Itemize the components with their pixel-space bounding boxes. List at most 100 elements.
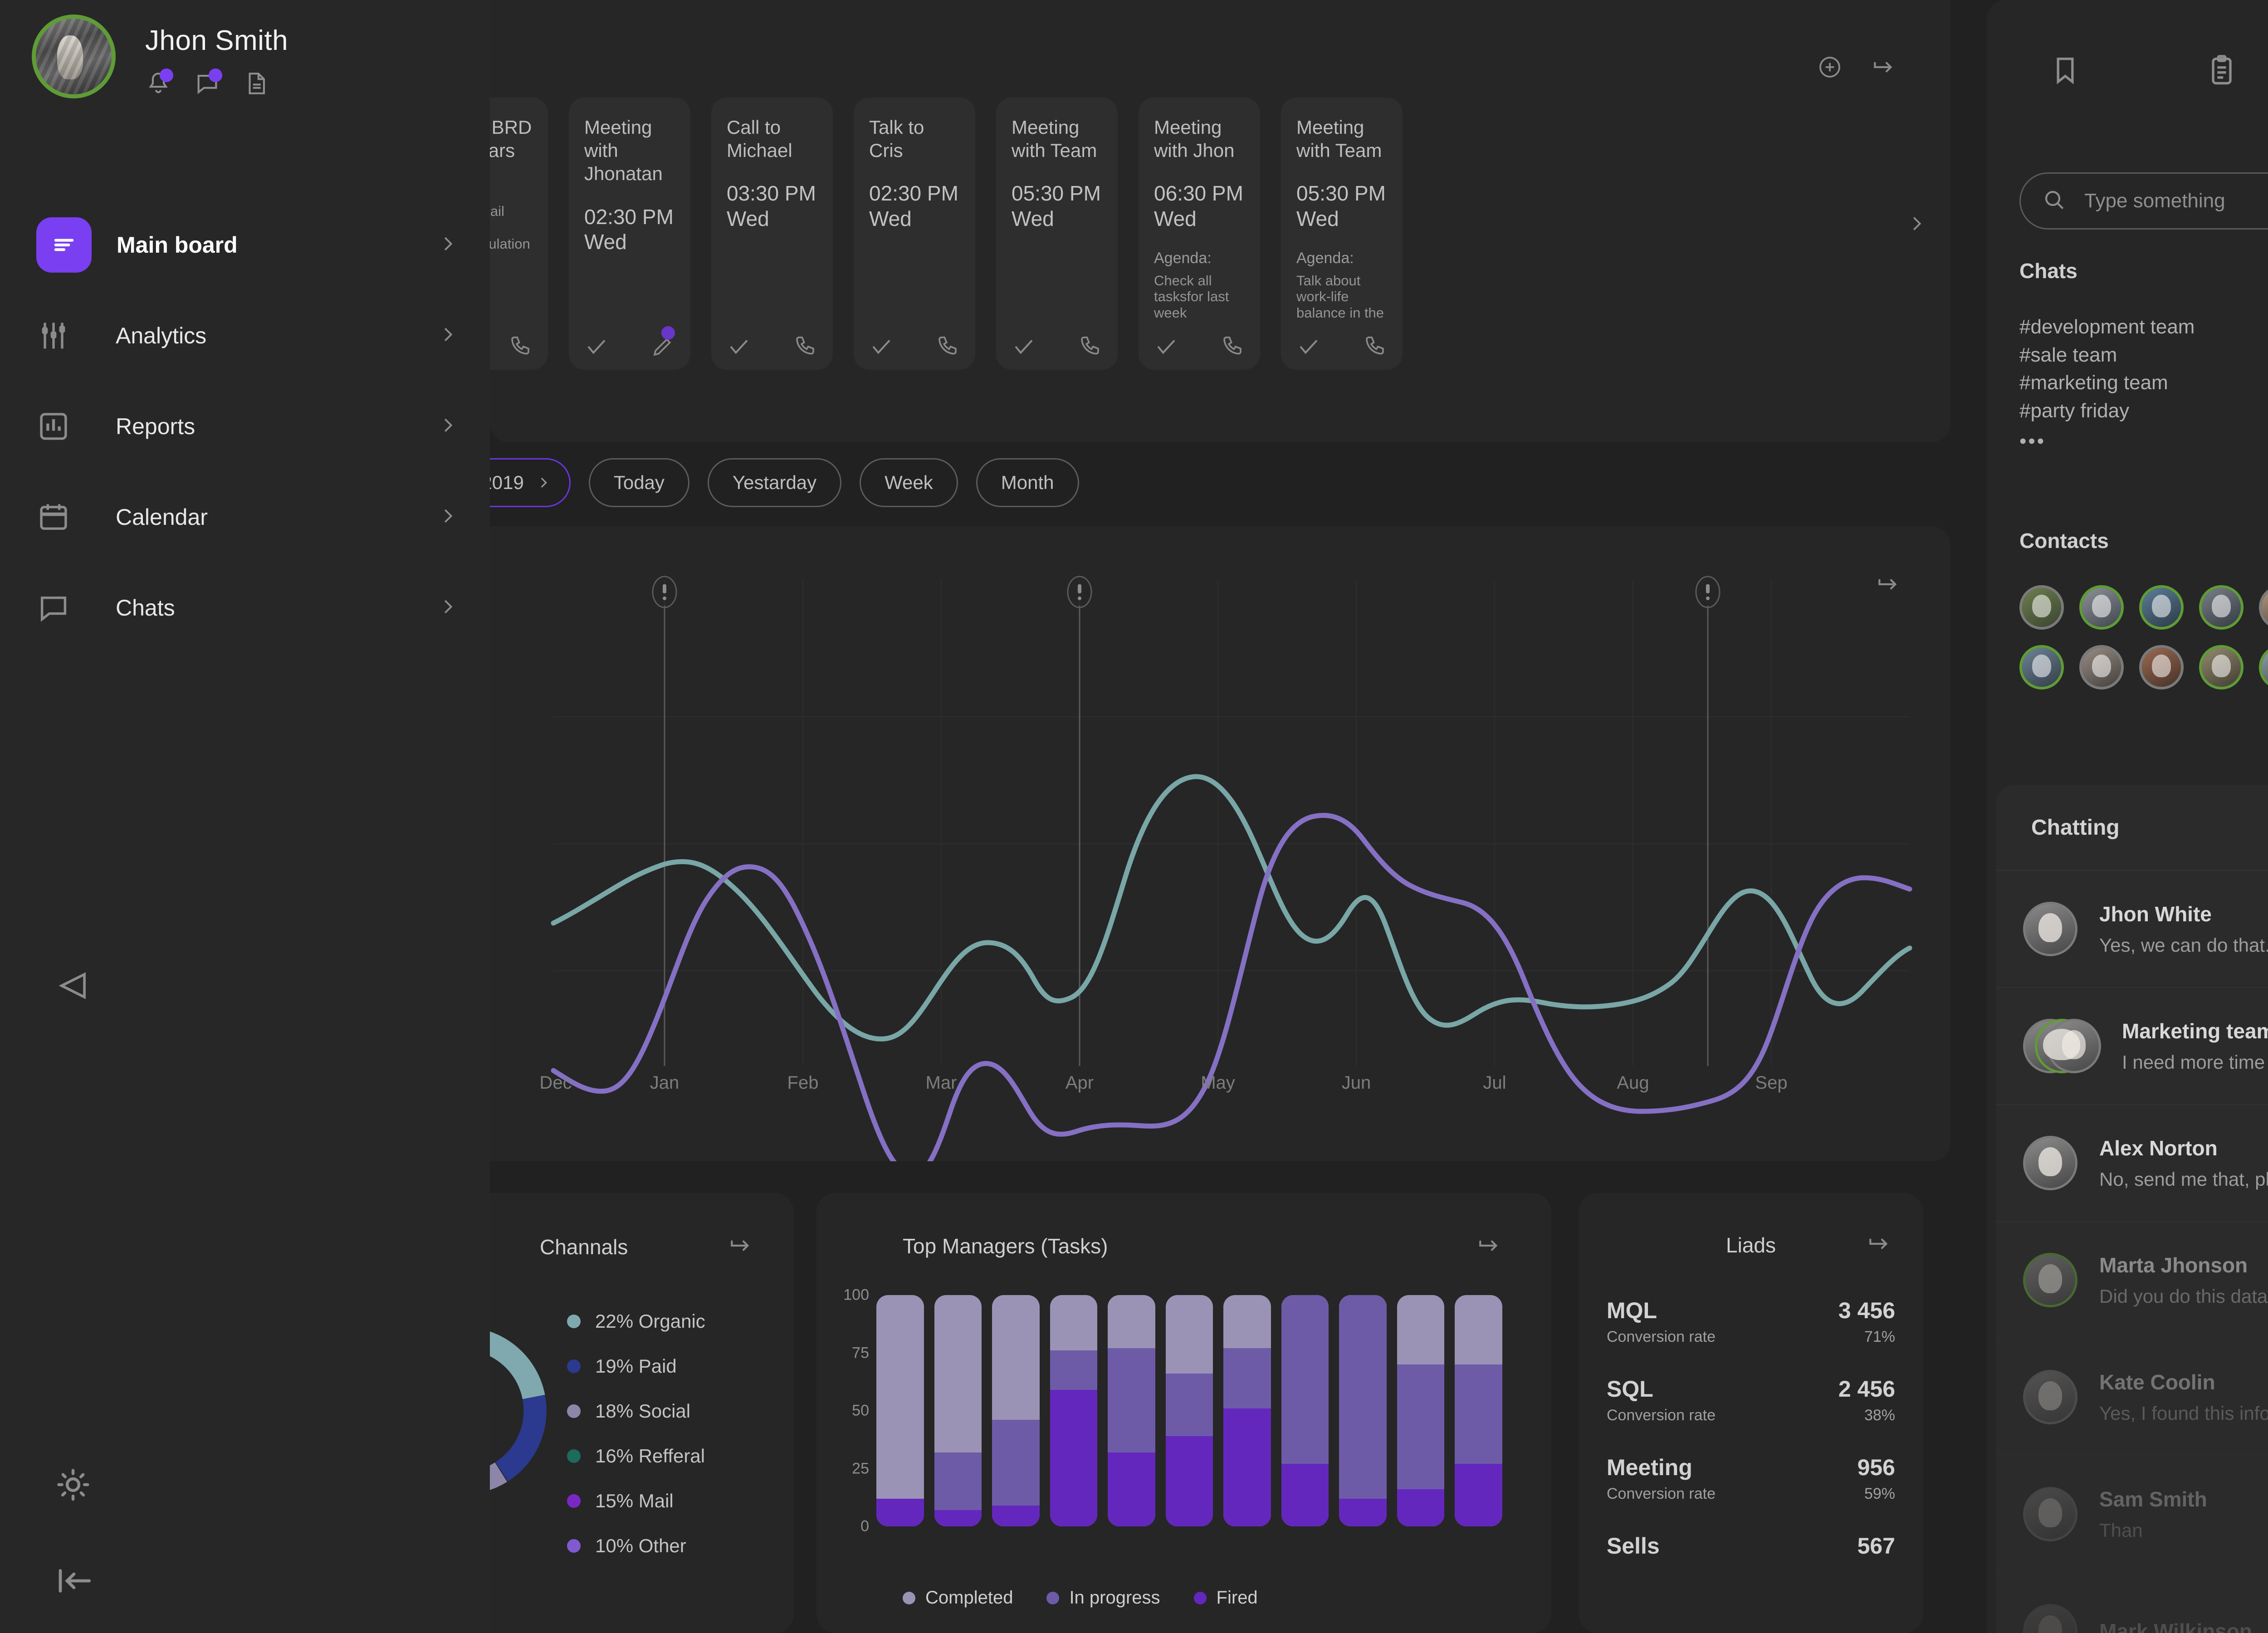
tab-tasks[interactable] [2188,36,2256,104]
document-icon[interactable] [243,70,269,97]
channels-more-button[interactable]: ••• [2019,430,2046,453]
legend-item[interactable]: 18% Social [567,1396,705,1426]
avatar[interactable] [2199,585,2244,630]
avatar[interactable] [2139,645,2184,689]
list-item[interactable]: #development team [2019,316,2195,338]
avatar[interactable] [32,15,116,98]
task-card[interactable]: Meeting with Team 05:30 PM Wed [996,98,1118,370]
search-bar[interactable] [2019,172,2268,230]
lead-value: 3 456 [1838,1298,1895,1323]
list-item[interactable]: Kate Coolin Yes, I found this informatio… [1996,1339,2268,1456]
table-row[interactable] [876,1295,924,1526]
avatar[interactable] [2019,585,2064,630]
filter-week[interactable]: Week [860,458,958,507]
check-icon[interactable] [1296,334,1321,359]
table-row[interactable] [1165,1295,1213,1526]
collapse-left-icon[interactable] [54,1560,94,1601]
task-card-strip[interactable]: Carls BRD 38 years To do: Send mail with… [426,98,1403,370]
filter-today[interactable]: Today [588,458,689,507]
sidebar-item-reports[interactable]: Reports [0,381,490,472]
list-item[interactable]: Sam Smith Than 15:05 [1996,1456,2268,1573]
legend-item[interactable]: In progress [1046,1588,1160,1608]
check-icon[interactable] [869,334,894,359]
chat-icon[interactable] [194,68,222,97]
check-icon[interactable] [1154,334,1178,359]
list-item[interactable]: MQL 3 456 Conversion rate 71% [1607,1297,1895,1346]
avatar[interactable] [2019,645,2064,689]
task-title: Meeting with Team [1296,117,1382,161]
phone-icon[interactable] [935,334,960,359]
bell-icon[interactable] [145,68,173,97]
legend-item[interactable]: 10% Other [567,1531,705,1561]
list-item[interactable]: Marketing team I need more time 17:10 [1996,988,2268,1105]
sidebar-item-chats[interactable]: Chats [0,562,490,653]
traffic-chart-panel: Dec Jan Feb Mar Apr May Jun Jul Aug Sep [417,526,1950,1161]
legend-item[interactable]: 15% Mail [567,1486,705,1516]
table-row[interactable] [1339,1295,1387,1526]
phone-icon[interactable] [1078,334,1102,359]
phone-icon[interactable] [508,334,533,359]
task-time: 05:30 PM Wed [1012,181,1101,230]
table-row[interactable] [1223,1295,1271,1526]
sidebar-item-calendar[interactable]: Calendar [0,472,490,562]
arrow-right-icon[interactable] [1476,1233,1501,1261]
tab-bookmarks[interactable] [2031,36,2099,104]
list-item[interactable]: Sells 567 [1607,1533,1895,1559]
task-note: Check all tasksfor last week [1154,272,1229,321]
list-item[interactable]: Alex Norton No, send me that, please 02:… [1996,1105,2268,1222]
plus-circle-icon[interactable] [1817,54,1843,80]
table-row[interactable] [992,1295,1040,1526]
arrow-right-icon[interactable] [1871,54,1896,80]
list-item[interactable]: Jhon White Yes, we can do that. Please s… [1996,871,2268,988]
brightness-icon[interactable] [54,1465,93,1504]
pen-icon[interactable] [650,334,675,359]
arrow-right-icon[interactable] [728,1233,753,1261]
list-item[interactable]: #party friday [2019,399,2130,422]
sidebar-item-main-board[interactable]: Main board [0,200,490,290]
table-row[interactable] [1050,1295,1098,1526]
task-card[interactable]: Meeting with Jhon 06:30 PM Wed Agenda: C… [1139,98,1260,370]
avatar[interactable] [2079,645,2124,689]
avatar[interactable] [2259,585,2268,630]
task-card[interactable]: Call to Michael 03:30 PM Wed [711,98,833,370]
avatar[interactable] [2139,585,2184,630]
table-row[interactable] [1397,1295,1445,1526]
table-row[interactable] [1108,1295,1155,1526]
phone-icon[interactable] [1363,334,1387,359]
legend-item[interactable]: 22% Organic [567,1306,705,1336]
list-item[interactable]: Marta Jhonson Did you do this data? 07:2… [1996,1222,2268,1339]
list-item[interactable]: Meeting 956 Conversion rate 59% [1607,1454,1895,1503]
avatar[interactable] [2259,645,2268,689]
phone-icon[interactable] [793,334,817,359]
arrow-right-icon[interactable] [1875,572,1901,599]
task-card[interactable]: Meeting with Jhonatan 02:30 PM Wed [569,98,690,370]
y-tick: 75 [852,1344,869,1361]
task-card[interactable]: Talk to Cris 02:30 PM Wed [854,98,975,370]
play-back-icon[interactable] [54,966,93,1005]
filter-yesterday[interactable]: Yestarday [707,458,842,507]
list-item[interactable]: SQL 2 456 Conversion rate 38% [1607,1376,1895,1424]
legend-item[interactable]: Fired [1193,1588,1258,1608]
table-row[interactable] [1455,1295,1503,1526]
list-item[interactable]: #marketing team [2019,372,2168,394]
arrow-right-icon[interactable] [1866,1231,1892,1259]
table-row[interactable] [1281,1295,1329,1526]
avatar[interactable] [2079,585,2124,630]
check-icon[interactable] [727,334,751,359]
legend-item[interactable]: 19% Paid [567,1351,705,1381]
avatar[interactable] [2199,645,2244,689]
list-item[interactable]: #sale team [2019,343,2117,366]
list-item[interactable]: Mark Wilkinson 10:25 [1996,1573,2268,1633]
sidebar-item-analytics[interactable]: Analytics [0,290,490,381]
check-icon[interactable] [584,334,609,359]
sliders-icon [36,318,91,353]
legend-item[interactable]: 16% Refferal [567,1441,705,1471]
search-input[interactable] [2083,189,2268,213]
tasks-next-button[interactable] [1906,213,1927,236]
check-icon[interactable] [1012,334,1036,359]
filter-month[interactable]: Month [976,458,1079,507]
table-row[interactable] [934,1295,982,1526]
task-card[interactable]: Meeting with Team 05:30 PM Wed Agenda: T… [1281,98,1403,370]
legend-item[interactable]: Completed [903,1588,1013,1608]
phone-icon[interactable] [1220,334,1245,359]
